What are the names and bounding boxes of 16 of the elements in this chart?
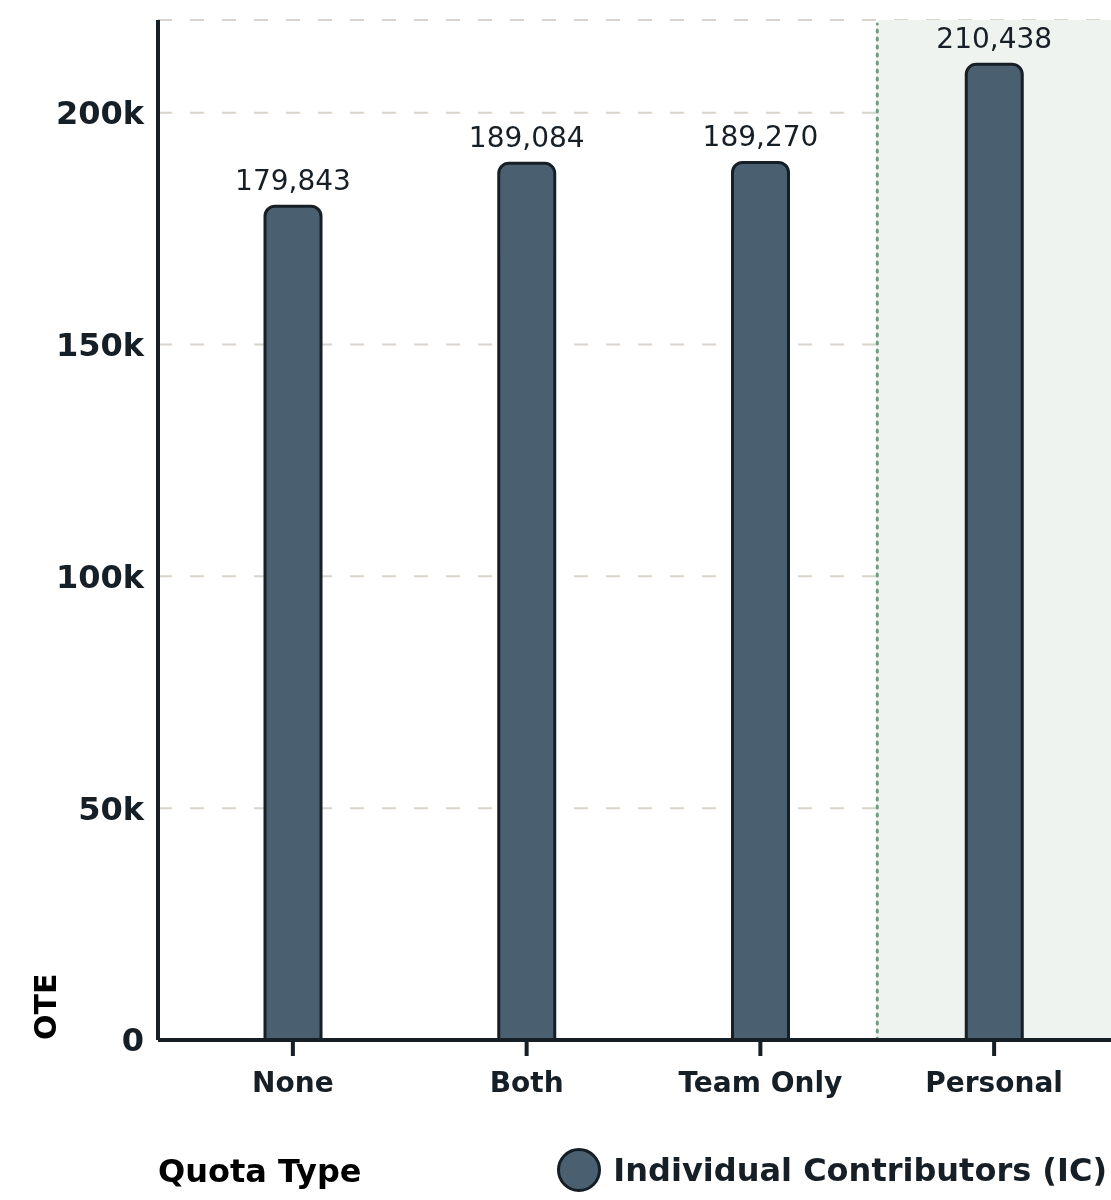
x-axis-title: Quota Type [158,1152,362,1190]
data-label: 179,843 [235,164,351,198]
y-tick-label: 100k [55,557,145,596]
x-tick-label: None [252,1065,334,1099]
y-axis-title: OTE [28,973,63,1040]
legend-label: Individual Contributors (IC) [613,1151,1107,1189]
x-tick-label: Both [489,1065,564,1099]
y-tick-label: 150k [55,325,145,364]
data-label: 189,084 [468,121,585,155]
x-tick-label: Personal [925,1065,1063,1099]
data-label: 210,438 [936,22,1053,56]
y-tick-label: 0 [121,1021,144,1060]
data-label: 189,270 [702,120,819,154]
y-tick-label: 50k [78,789,145,828]
y-tick-label: 200k [55,94,145,133]
x-tick-label: Team Only [678,1065,843,1099]
